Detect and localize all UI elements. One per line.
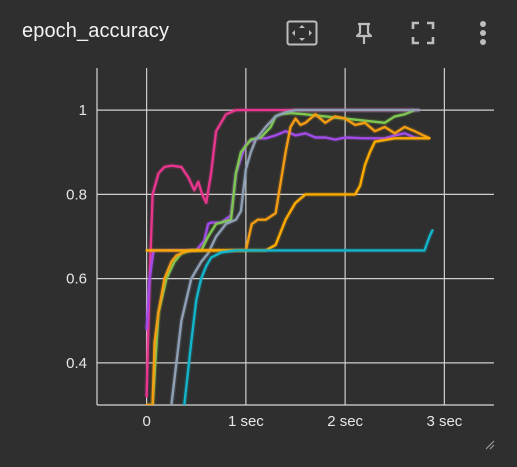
fullscreen-button[interactable] [407,17,439,49]
grid-lines [97,68,494,405]
fit-domain-icon [286,20,318,46]
series-line-4[interactable] [145,113,431,405]
y-tick-label: 0.4 [66,355,87,372]
series-line-2[interactable] [147,108,416,405]
resize-handle[interactable] [483,437,495,450]
x-tick-label: 3 sec [426,413,462,430]
y-tick-label: 1 [79,102,87,119]
tick-labels: 0 1 sec 2 sec 3 sec 0.4 0.6 0.8 1 [66,102,463,430]
x-tick-label: 0 [142,413,150,430]
axes [96,68,494,406]
y-tick-label: 0.6 [66,271,87,288]
y-tick-label: 0.8 [66,186,87,203]
x-tick-label: 1 sec [228,413,264,430]
card-title: epoch_accuracy [22,20,170,42]
fullscreen-icon [411,21,435,45]
pin-icon [355,22,373,44]
series-line-5[interactable] [145,137,431,252]
series-line-0[interactable] [145,108,421,398]
series-line-6[interactable] [183,228,434,405]
series-lines [144,107,435,405]
series-line-3[interactable] [170,108,421,405]
fit-domain-button[interactable] [286,17,318,49]
x-tick-label: 2 sec [327,413,363,430]
series-shadow-6 [181,229,435,405]
more-options-button[interactable] [467,17,499,49]
resize-grip-icon [485,440,495,450]
pin-button[interactable] [348,17,380,49]
more-vert-icon [480,21,486,45]
